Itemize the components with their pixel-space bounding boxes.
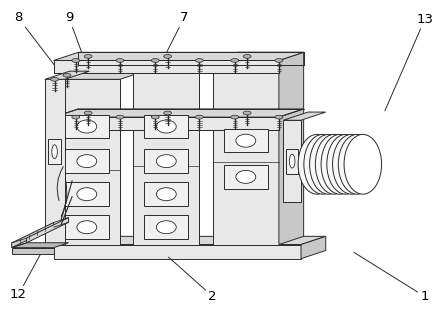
Polygon shape	[213, 60, 279, 245]
Ellipse shape	[156, 221, 176, 234]
Polygon shape	[133, 62, 224, 70]
Polygon shape	[12, 222, 54, 248]
Ellipse shape	[156, 188, 176, 201]
Polygon shape	[284, 120, 301, 202]
Ellipse shape	[236, 134, 256, 147]
Polygon shape	[54, 109, 303, 117]
Text: 9: 9	[65, 11, 85, 60]
Ellipse shape	[231, 58, 239, 62]
Polygon shape	[27, 218, 69, 243]
Ellipse shape	[243, 54, 251, 58]
Text: 12: 12	[10, 246, 45, 301]
Ellipse shape	[289, 154, 295, 168]
Ellipse shape	[116, 115, 124, 119]
Polygon shape	[144, 115, 188, 138]
Polygon shape	[224, 129, 268, 153]
Ellipse shape	[72, 115, 80, 119]
Polygon shape	[45, 79, 65, 245]
Polygon shape	[144, 216, 188, 239]
Ellipse shape	[344, 134, 381, 194]
Polygon shape	[54, 236, 326, 245]
Polygon shape	[65, 115, 109, 138]
Polygon shape	[45, 71, 89, 79]
Polygon shape	[54, 245, 301, 259]
Polygon shape	[65, 149, 109, 173]
Ellipse shape	[77, 155, 97, 167]
Ellipse shape	[151, 115, 159, 119]
Polygon shape	[301, 236, 326, 259]
Ellipse shape	[77, 120, 97, 133]
Ellipse shape	[51, 77, 58, 81]
Polygon shape	[279, 52, 303, 245]
Ellipse shape	[195, 58, 203, 62]
Ellipse shape	[236, 170, 256, 183]
Ellipse shape	[116, 58, 124, 62]
Polygon shape	[65, 182, 109, 206]
Ellipse shape	[77, 188, 97, 201]
Polygon shape	[144, 149, 188, 173]
Polygon shape	[284, 112, 326, 120]
Ellipse shape	[84, 54, 92, 58]
Ellipse shape	[275, 115, 283, 119]
Polygon shape	[286, 149, 298, 174]
Ellipse shape	[72, 58, 80, 62]
Text: 7: 7	[164, 11, 188, 57]
Polygon shape	[224, 165, 268, 189]
Ellipse shape	[163, 54, 171, 58]
Ellipse shape	[304, 134, 342, 194]
Ellipse shape	[333, 134, 370, 194]
Text: 13: 13	[385, 13, 433, 111]
Polygon shape	[54, 71, 145, 79]
Polygon shape	[65, 216, 109, 239]
Ellipse shape	[151, 58, 159, 62]
Polygon shape	[54, 79, 120, 245]
Polygon shape	[54, 117, 279, 130]
Text: 2: 2	[168, 257, 217, 303]
Polygon shape	[213, 52, 303, 60]
Polygon shape	[133, 70, 199, 245]
Text: 8: 8	[14, 11, 58, 70]
Polygon shape	[144, 182, 188, 206]
Ellipse shape	[321, 134, 359, 194]
Ellipse shape	[156, 120, 176, 133]
Ellipse shape	[298, 134, 336, 194]
Ellipse shape	[310, 134, 347, 194]
Ellipse shape	[163, 111, 171, 115]
Ellipse shape	[275, 58, 283, 62]
Ellipse shape	[77, 221, 97, 234]
Ellipse shape	[231, 115, 239, 119]
Polygon shape	[48, 139, 61, 164]
Ellipse shape	[327, 134, 364, 194]
Ellipse shape	[315, 134, 353, 194]
Polygon shape	[54, 60, 279, 73]
Polygon shape	[54, 52, 303, 60]
Ellipse shape	[52, 145, 57, 159]
Ellipse shape	[84, 111, 92, 115]
Ellipse shape	[63, 73, 71, 77]
Ellipse shape	[243, 111, 251, 115]
Ellipse shape	[195, 115, 203, 119]
Polygon shape	[12, 248, 54, 254]
Ellipse shape	[338, 134, 376, 194]
Text: 1: 1	[354, 252, 429, 303]
Ellipse shape	[156, 155, 176, 167]
Polygon shape	[12, 243, 69, 248]
